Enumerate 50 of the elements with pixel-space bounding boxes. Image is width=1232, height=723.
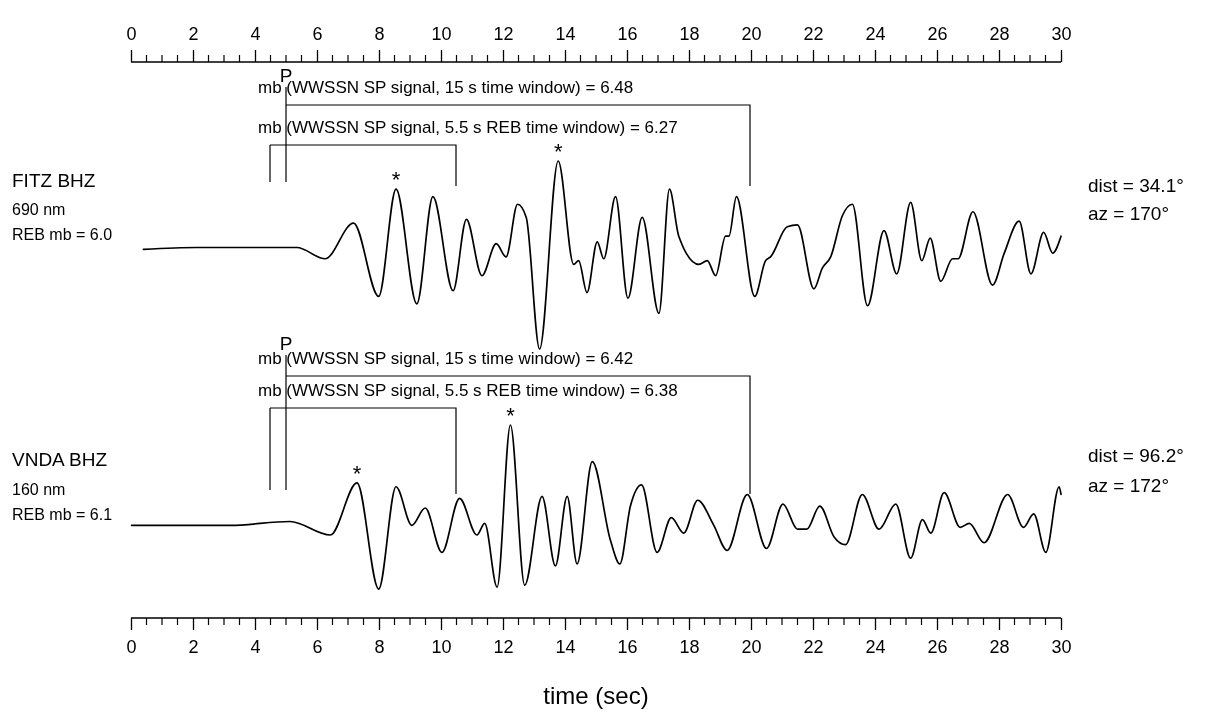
annotation: * (506, 403, 516, 428)
text: 690 nm (12, 201, 66, 218)
annotation: mb (WWSSN SP signal, 15 s time window) = 6.42 (258, 349, 634, 368)
x-axis-title: time (sec) (543, 682, 649, 709)
annotation: * (352, 460, 362, 486)
x-tick-label: 0 (126, 636, 137, 657)
x-tick-label: 4 (250, 636, 261, 657)
text: 160 nm (12, 481, 66, 498)
x-tick-label: 18 (679, 636, 700, 657)
annotation: * (553, 139, 563, 164)
x-tick-label: 4 (250, 24, 261, 44)
x-tick-label: 14 (555, 24, 576, 44)
x-tick-label: 16 (617, 24, 638, 44)
x-tick-label: 28 (989, 636, 1010, 657)
annotation: * (391, 167, 401, 193)
x-tick-label: 12 (493, 24, 514, 44)
x-tick-label: 14 (555, 636, 576, 657)
x-tick-label: 30 (1051, 636, 1072, 657)
x-tick-label: 10 (431, 24, 452, 44)
x-tick-label: 12 (493, 636, 514, 657)
text: REB mb = 6.1 (12, 506, 113, 523)
text: FITZ BHZ (12, 170, 96, 191)
text: REB mb = 6.0 (12, 226, 113, 243)
x-tick-label: 24 (865, 636, 886, 657)
text: az = 172° (1088, 475, 1170, 496)
text: dist = 96.2° (1088, 445, 1184, 466)
x-tick-label: 28 (989, 24, 1010, 44)
text: VNDA BHZ (12, 449, 108, 470)
x-tick-label: 16 (617, 636, 638, 657)
text: dist = 34.1° (1088, 175, 1184, 196)
x-tick-label: 30 (1051, 24, 1072, 44)
x-tick-label: 20 (741, 636, 762, 657)
text: mb (WWSSN SP signal, 5.5 s REB time window) = 6.27 (258, 118, 678, 137)
x-tick-label: 2 (188, 636, 199, 657)
x-tick-label: 8 (374, 24, 385, 44)
x-tick-label: 18 (679, 24, 700, 44)
text: az = 170° (1088, 203, 1170, 224)
x-tick-label: 0 (126, 24, 137, 44)
x-tick-label: 20 (741, 24, 762, 44)
x-tick-label: 22 (803, 24, 824, 44)
text: mb (WWSSN SP signal, 5.5 s REB time window) = 6.38 (258, 381, 678, 400)
x-tick-label: 22 (803, 636, 824, 657)
x-tick-label: 8 (374, 636, 385, 657)
x-tick-label: 10 (431, 636, 452, 657)
x-tick-label: 24 (865, 24, 886, 44)
x-tick-label: 6 (312, 636, 323, 657)
x-tick-label: 2 (188, 24, 199, 44)
x-tick-label: 26 (927, 636, 948, 657)
x-tick-label: 26 (927, 24, 948, 44)
x-tick-label: 6 (312, 24, 323, 44)
